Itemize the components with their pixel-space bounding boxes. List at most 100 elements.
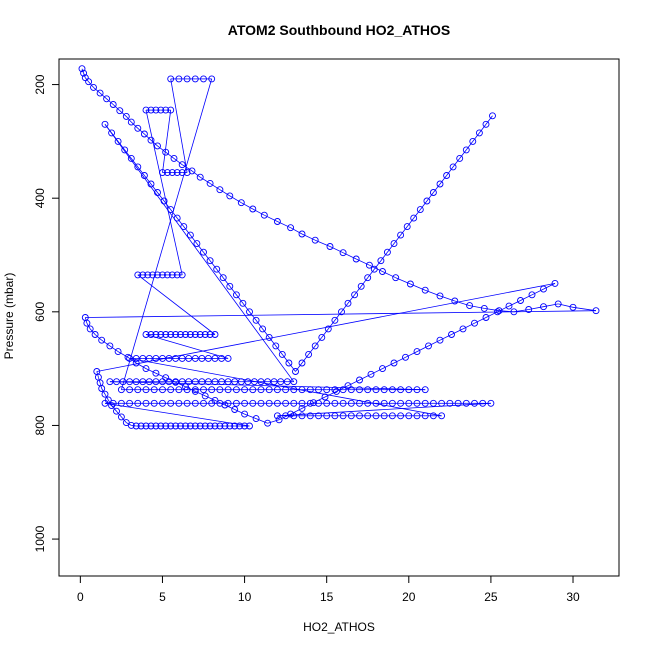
data-point: [200, 75, 207, 83]
series-line-segment: [290, 227, 303, 235]
data-point: [168, 169, 176, 177]
series-line-segment: [81, 68, 84, 74]
data-point: [204, 378, 212, 386]
series-line-segment: [267, 419, 280, 424]
data-point: [162, 422, 170, 430]
data-point: [260, 211, 268, 219]
data-point: [121, 146, 129, 154]
data-point: [126, 386, 134, 394]
series-line-segment: [255, 418, 268, 424]
data-point: [198, 378, 206, 386]
data-point: [305, 350, 313, 358]
data-point: [154, 189, 161, 196]
series-line-segment: [327, 320, 336, 330]
data-point: [429, 189, 437, 196]
data-point: [456, 154, 464, 162]
data-point: [132, 422, 140, 430]
data-point: [119, 378, 127, 386]
data-point: [140, 172, 148, 179]
data-point: [139, 354, 147, 362]
data-point: [540, 303, 547, 311]
data-point: [310, 399, 317, 407]
series-line-segment: [446, 166, 454, 176]
data-point: [182, 331, 189, 338]
data-point: [292, 368, 299, 375]
data-point: [405, 386, 413, 394]
data-point: [103, 95, 111, 103]
series-line-segment: [112, 104, 121, 111]
data-point: [252, 415, 260, 423]
data-point: [494, 308, 501, 316]
series-line-segment: [173, 158, 183, 166]
data-point: [221, 422, 229, 430]
data-point: [163, 271, 171, 279]
data-point: [298, 399, 306, 407]
data-point: [323, 399, 331, 407]
data-point: [132, 378, 140, 386]
data-point: [80, 69, 88, 77]
series-line-segment: [117, 351, 129, 358]
data-point: [224, 386, 232, 394]
data-point: [273, 399, 281, 407]
series-line-segment: [382, 271, 396, 279]
data-point: [142, 422, 150, 430]
data-point: [241, 399, 249, 407]
data-point: [287, 224, 295, 232]
data-point: [344, 299, 352, 307]
data-point: [443, 172, 451, 179]
data-point: [191, 331, 199, 338]
data-point: [257, 399, 265, 407]
data-point: [224, 399, 232, 407]
y-tick-label: 400: [33, 188, 47, 208]
data-point: [134, 399, 142, 407]
data-point: [528, 291, 536, 299]
data-point: [126, 399, 134, 407]
x-axis-label: HO2_ATHOS: [303, 620, 375, 634]
series-line-segment: [313, 396, 326, 404]
data-point: [172, 422, 180, 430]
series-line-segment: [497, 305, 510, 313]
series-line-segment: [229, 286, 237, 296]
series-line-segment: [369, 264, 383, 272]
data-point: [139, 378, 147, 386]
series-line-segment: [255, 320, 263, 330]
data-point: [380, 386, 388, 394]
data-point: [226, 422, 234, 430]
series-line-segment: [469, 305, 485, 309]
data-point: [315, 412, 322, 420]
data-point: [206, 422, 214, 430]
series-line-segment: [145, 334, 229, 359]
data-point: [475, 129, 483, 137]
series-line-segment: [137, 127, 145, 135]
series-line-segment: [205, 395, 216, 401]
data-point: [278, 350, 286, 358]
series-line-segment: [295, 362, 303, 372]
data-point: [290, 412, 298, 420]
data-point: [241, 410, 249, 418]
data-point: [469, 137, 477, 145]
series-line-segment: [99, 92, 107, 100]
data-point: [232, 291, 240, 299]
data-point: [241, 422, 249, 430]
data-point: [277, 378, 285, 386]
series-line-segment: [125, 116, 132, 123]
data-point: [114, 348, 122, 356]
data-point: [364, 399, 372, 407]
data-point: [106, 342, 114, 350]
series-line-segment: [572, 306, 597, 312]
data-point: [117, 413, 125, 421]
data-point: [367, 370, 375, 378]
data-point: [167, 399, 175, 407]
data-point: [159, 386, 166, 394]
data-point: [159, 169, 166, 177]
data-point: [185, 378, 193, 386]
series-line-segment: [104, 124, 295, 382]
data-point: [315, 386, 322, 394]
data-point: [438, 399, 446, 407]
series-line-segment: [234, 409, 245, 415]
data-point: [231, 406, 239, 413]
data-point: [175, 399, 183, 407]
data-point: [178, 271, 186, 279]
data-point: [377, 257, 385, 265]
data-point: [191, 399, 199, 407]
